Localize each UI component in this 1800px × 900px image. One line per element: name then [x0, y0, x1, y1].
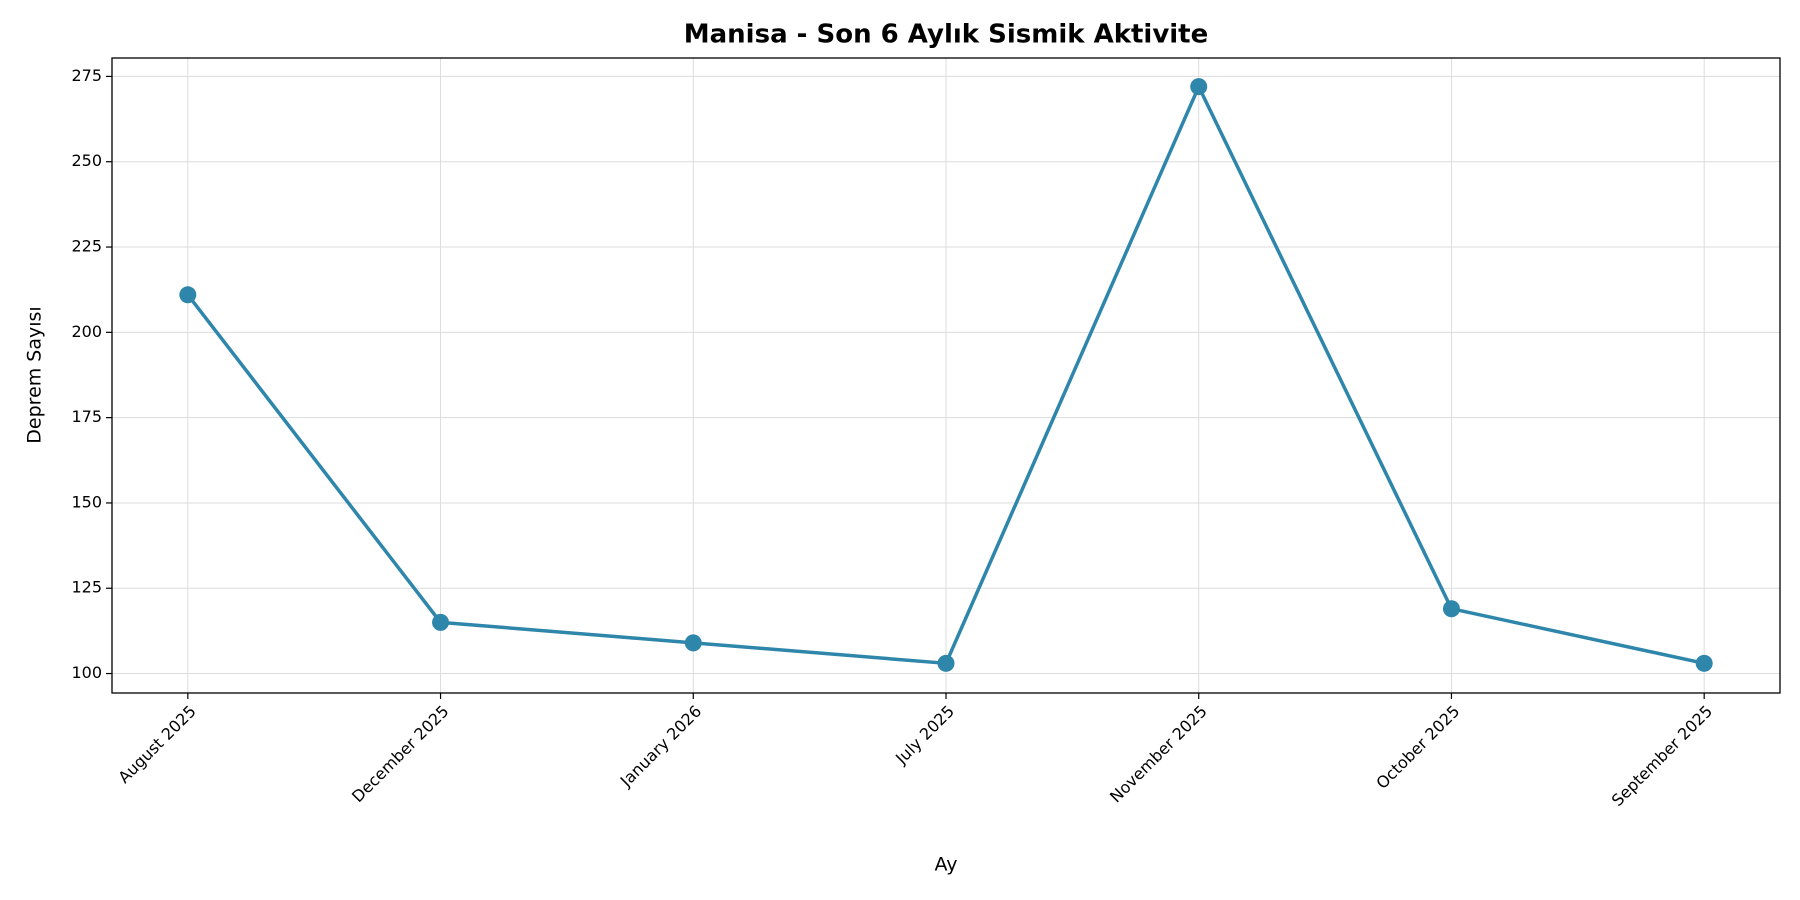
y-tick-label: 100	[71, 663, 102, 682]
y-tick-label: 200	[71, 322, 102, 341]
marker	[1190, 78, 1208, 96]
marker	[1442, 600, 1460, 618]
marker	[1695, 654, 1713, 672]
marker	[179, 286, 197, 304]
plot-frame	[111, 57, 1781, 694]
y-tick-label: 175	[71, 407, 102, 426]
y-tick-label: 250	[71, 151, 102, 170]
x-tick-label: November 2025	[1106, 702, 1211, 807]
marker	[684, 634, 702, 652]
y-tick-label: 125	[71, 578, 102, 597]
x-tick-label: January 2026	[616, 702, 705, 791]
marker	[937, 654, 955, 672]
x-tick-label: October 2025	[1372, 702, 1463, 793]
x-tick-label: December 2025	[348, 702, 452, 806]
y-tick-label: 275	[71, 66, 102, 85]
marker	[432, 613, 450, 631]
chart-title: Manisa - Son 6 Aylık Sismik Aktivite	[684, 20, 1209, 50]
x-tick-label: August 2025	[114, 702, 199, 787]
y-axis-label: Deprem Sayısı	[24, 306, 46, 443]
y-tick-label: 150	[71, 492, 102, 511]
x-tick-label: September 2025	[1608, 702, 1716, 810]
y-tick-label: 225	[71, 237, 102, 256]
x-axis-label: Ay	[935, 854, 958, 876]
x-tick-label: July 2025	[891, 702, 958, 769]
